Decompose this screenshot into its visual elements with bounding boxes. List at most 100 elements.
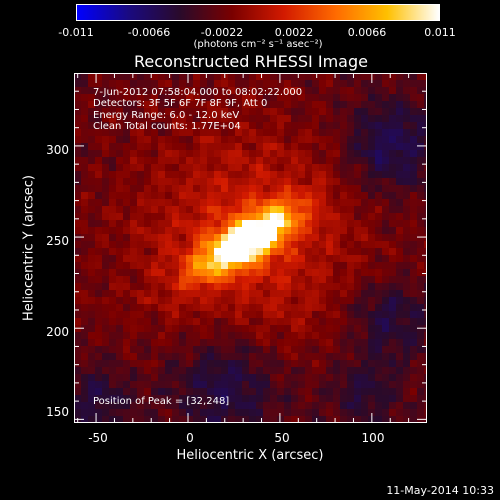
heatmap-cell	[277, 269, 285, 277]
heatmap-cell	[403, 178, 411, 186]
heatmap-cell	[179, 332, 187, 340]
heatmap-cell	[368, 199, 376, 207]
heatmap-cell	[235, 80, 243, 88]
heatmap-cell	[158, 276, 166, 284]
heatmap-cell	[172, 374, 180, 382]
heatmap-cell	[340, 136, 348, 144]
heatmap-cell	[256, 276, 264, 284]
y-axis-title: Heliocentric Y (arcsec)	[21, 175, 37, 321]
heatmap-cell	[172, 157, 180, 165]
heatmap-cell	[410, 367, 418, 375]
heatmap-cell	[102, 150, 110, 158]
heatmap-cell	[179, 220, 187, 228]
heatmap-cell	[340, 367, 348, 375]
heatmap-cell	[242, 213, 250, 221]
heatmap-cell	[102, 269, 110, 277]
heatmap-cell	[410, 129, 418, 137]
heatmap-cell	[382, 360, 390, 368]
heatmap-cell	[214, 339, 222, 347]
heatmap-cell	[172, 87, 180, 95]
heatmap-cell	[298, 129, 306, 137]
heatmap-cell	[256, 199, 264, 207]
heatmap-cell	[228, 248, 236, 256]
heatmap-cell	[228, 381, 236, 389]
heatmap-cell	[249, 353, 257, 361]
heatmap-cell	[354, 115, 362, 123]
heatmap-cell	[305, 283, 313, 291]
heatmap-cell	[375, 304, 383, 312]
heatmap-cell	[249, 108, 257, 116]
heatmap-cell	[347, 248, 355, 256]
heatmap-cell	[354, 185, 362, 193]
heatmap-cell	[326, 276, 334, 284]
heatmap-cell	[389, 409, 397, 417]
heatmap-cell	[249, 178, 257, 186]
heatmap-cell	[172, 73, 180, 81]
heatmap-cell	[165, 325, 173, 333]
heatmap-cell	[144, 388, 152, 396]
heatmap-cell	[172, 276, 180, 284]
heatmap-cell	[417, 311, 425, 319]
heatmap-cell	[116, 248, 124, 256]
heatmap-cell	[326, 178, 334, 186]
heatmap-cell	[270, 150, 278, 158]
heatmap-cell	[221, 185, 229, 193]
heatmap-cell	[74, 276, 82, 284]
heatmap-cell	[151, 290, 159, 298]
heatmap-cell	[242, 304, 250, 312]
heatmap-cell	[319, 388, 327, 396]
heatmap-cell	[207, 129, 215, 137]
heatmap-cell	[130, 304, 138, 312]
heatmap-cell	[151, 339, 159, 347]
heatmap-cell	[179, 164, 187, 172]
heatmap-cell	[298, 143, 306, 151]
heatmap-cell	[270, 129, 278, 137]
heatmap-cell	[249, 297, 257, 305]
heatmap-cell	[151, 73, 159, 81]
heatmap-cell	[284, 178, 292, 186]
heatmap-cell	[81, 241, 89, 249]
heatmap-cell	[249, 192, 257, 200]
heatmap-cell	[382, 192, 390, 200]
heatmap-cell	[284, 318, 292, 326]
heatmap-cell	[193, 409, 201, 417]
heatmap-cell	[172, 409, 180, 417]
heatmap-cell	[116, 367, 124, 375]
heatmap-cell	[410, 73, 418, 81]
heatmap-cell	[179, 318, 187, 326]
heatmap-cell	[284, 171, 292, 179]
heatmap-cell	[102, 332, 110, 340]
heatmap-cell	[256, 325, 264, 333]
heatmap-cell	[137, 136, 145, 144]
heatmap-cell	[298, 381, 306, 389]
heatmap-cell	[305, 360, 313, 368]
heatmap-cell	[221, 192, 229, 200]
heatmap-cell	[410, 311, 418, 319]
heatmap-cell	[382, 332, 390, 340]
heatmap-cell	[235, 178, 243, 186]
heatmap-cell	[333, 234, 341, 242]
heatmap-cell	[333, 143, 341, 151]
heatmap-cell	[123, 318, 131, 326]
heatmap-cell	[123, 262, 131, 270]
heatmap-cell	[130, 395, 138, 403]
heatmap-cell	[396, 227, 404, 235]
heatmap-cell	[333, 297, 341, 305]
heatmap-cell	[130, 136, 138, 144]
heatmap-cell	[179, 255, 187, 263]
heatmap-cell	[375, 381, 383, 389]
heatmap-cell	[235, 136, 243, 144]
heatmap-cell	[298, 360, 306, 368]
heatmap-cell	[347, 136, 355, 144]
heatmap-cell	[270, 157, 278, 165]
heatmap-cell	[396, 234, 404, 242]
heatmap-cell	[158, 269, 166, 277]
heatmap-cell	[305, 409, 313, 417]
heatmap-cell	[102, 381, 110, 389]
heatmap-cell	[130, 297, 138, 305]
heatmap-cell	[158, 80, 166, 88]
heatmap-cell	[403, 255, 411, 263]
heatmap-cell	[263, 381, 271, 389]
heatmap-cell	[340, 339, 348, 347]
heatmap-cell	[403, 234, 411, 242]
